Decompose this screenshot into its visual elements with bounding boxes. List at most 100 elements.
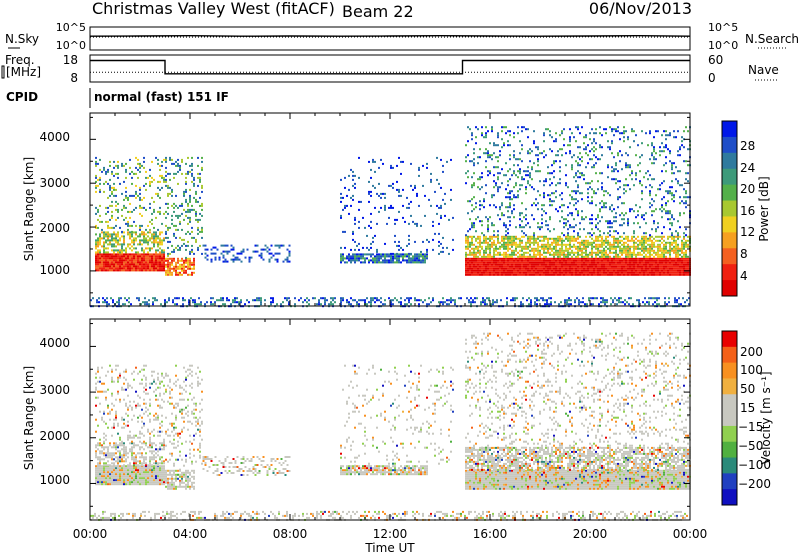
- data-cell: [621, 168, 623, 171]
- data-cell: [102, 301, 104, 304]
- data-cell: [585, 273, 587, 276]
- data-cell: [687, 235, 689, 238]
- data-cell: [127, 255, 129, 258]
- data-cell: [151, 263, 153, 266]
- data-cell: [326, 299, 328, 302]
- data-cell: [370, 176, 372, 179]
- data-cell: [149, 231, 151, 234]
- data-cell: [553, 259, 555, 262]
- data-cell: [161, 249, 163, 252]
- data-cell: [372, 236, 374, 239]
- data-cell: [133, 247, 135, 250]
- data-cell: [356, 301, 358, 304]
- data-cell: [529, 257, 531, 260]
- data-cell: [368, 259, 370, 262]
- data-cell: [597, 259, 599, 262]
- data-cell: [685, 259, 687, 262]
- data-cell: [159, 196, 161, 199]
- data-cell: [106, 303, 108, 306]
- data-cell: [467, 239, 469, 242]
- data-cell: [571, 267, 573, 270]
- data-cell: [497, 261, 499, 264]
- data-cell: [153, 253, 155, 256]
- data-cell: [198, 297, 200, 300]
- data-cell: [147, 176, 149, 179]
- data-cell: [521, 130, 523, 133]
- data-cell: [145, 261, 147, 264]
- data-cell: [248, 301, 250, 304]
- data-cell: [194, 303, 196, 306]
- data-cell: [625, 152, 627, 155]
- data-cell: [127, 220, 129, 223]
- data-cell: [499, 241, 501, 244]
- data-cell: [537, 148, 539, 151]
- data-cell: [577, 164, 579, 167]
- data-cell: [340, 301, 342, 304]
- data-cell: [103, 249, 105, 252]
- data-cell: [585, 148, 587, 151]
- data-cell: [613, 263, 615, 266]
- data-cell: [529, 148, 531, 151]
- data-cell: [169, 271, 171, 274]
- data-cell: [557, 241, 559, 244]
- data-cell: [685, 202, 687, 205]
- data-cell: [536, 297, 538, 300]
- data-cell: [487, 257, 489, 260]
- data-cell: [153, 269, 155, 272]
- data-cell: [183, 190, 185, 193]
- data-cell: [617, 253, 619, 256]
- data-cell: [471, 160, 473, 163]
- data-cell: [161, 160, 163, 163]
- data-cell: [163, 259, 165, 262]
- data-cell: [607, 243, 609, 246]
- data-cell: [97, 257, 99, 260]
- data-cell: [511, 241, 513, 244]
- data-cell: [523, 273, 525, 276]
- data-cell: [561, 148, 563, 151]
- data-cell: [133, 220, 135, 223]
- data-cell: [358, 248, 360, 251]
- data-cell: [591, 222, 593, 225]
- data-cell: [485, 261, 487, 264]
- data-cell: [144, 303, 146, 306]
- data-cell: [539, 263, 541, 266]
- data-cell: [561, 154, 563, 157]
- data-cell: [388, 184, 390, 187]
- data-cell: [370, 226, 372, 229]
- data-cell: [599, 220, 601, 223]
- data-cell: [157, 186, 159, 189]
- data-cell: [523, 245, 525, 248]
- data-cell: [97, 263, 99, 266]
- data-cell: [488, 297, 490, 300]
- data-cell: [589, 251, 591, 254]
- data-cell: [125, 269, 127, 272]
- data-cell: [513, 186, 515, 189]
- data-cell: [473, 226, 475, 229]
- data-cell: [479, 271, 481, 274]
- data-cell: [683, 241, 685, 244]
- data-cell: [569, 235, 571, 238]
- data-cell: [505, 241, 507, 244]
- data-cell: [344, 246, 346, 249]
- data-cell: [133, 237, 135, 240]
- data-cell: [569, 241, 571, 244]
- data-cell: [473, 224, 475, 227]
- data-cell: [583, 178, 585, 181]
- data-cell: [185, 190, 187, 193]
- data-cell: [139, 226, 141, 229]
- data-cell: [483, 241, 485, 244]
- data-cell: [487, 224, 489, 227]
- data-cell: [153, 210, 155, 213]
- data-cell: [591, 218, 593, 221]
- data-cell: [218, 258, 221, 261]
- data-cell: [671, 180, 673, 183]
- data-cell: [107, 263, 109, 266]
- data-cell: [517, 261, 519, 264]
- data-cell: [559, 182, 561, 185]
- data-cell: [519, 170, 521, 173]
- data-cell: [222, 303, 224, 306]
- data-cell: [97, 178, 99, 181]
- data-cell: [635, 204, 637, 207]
- data-cell: [627, 222, 629, 225]
- data-cell: [199, 176, 201, 179]
